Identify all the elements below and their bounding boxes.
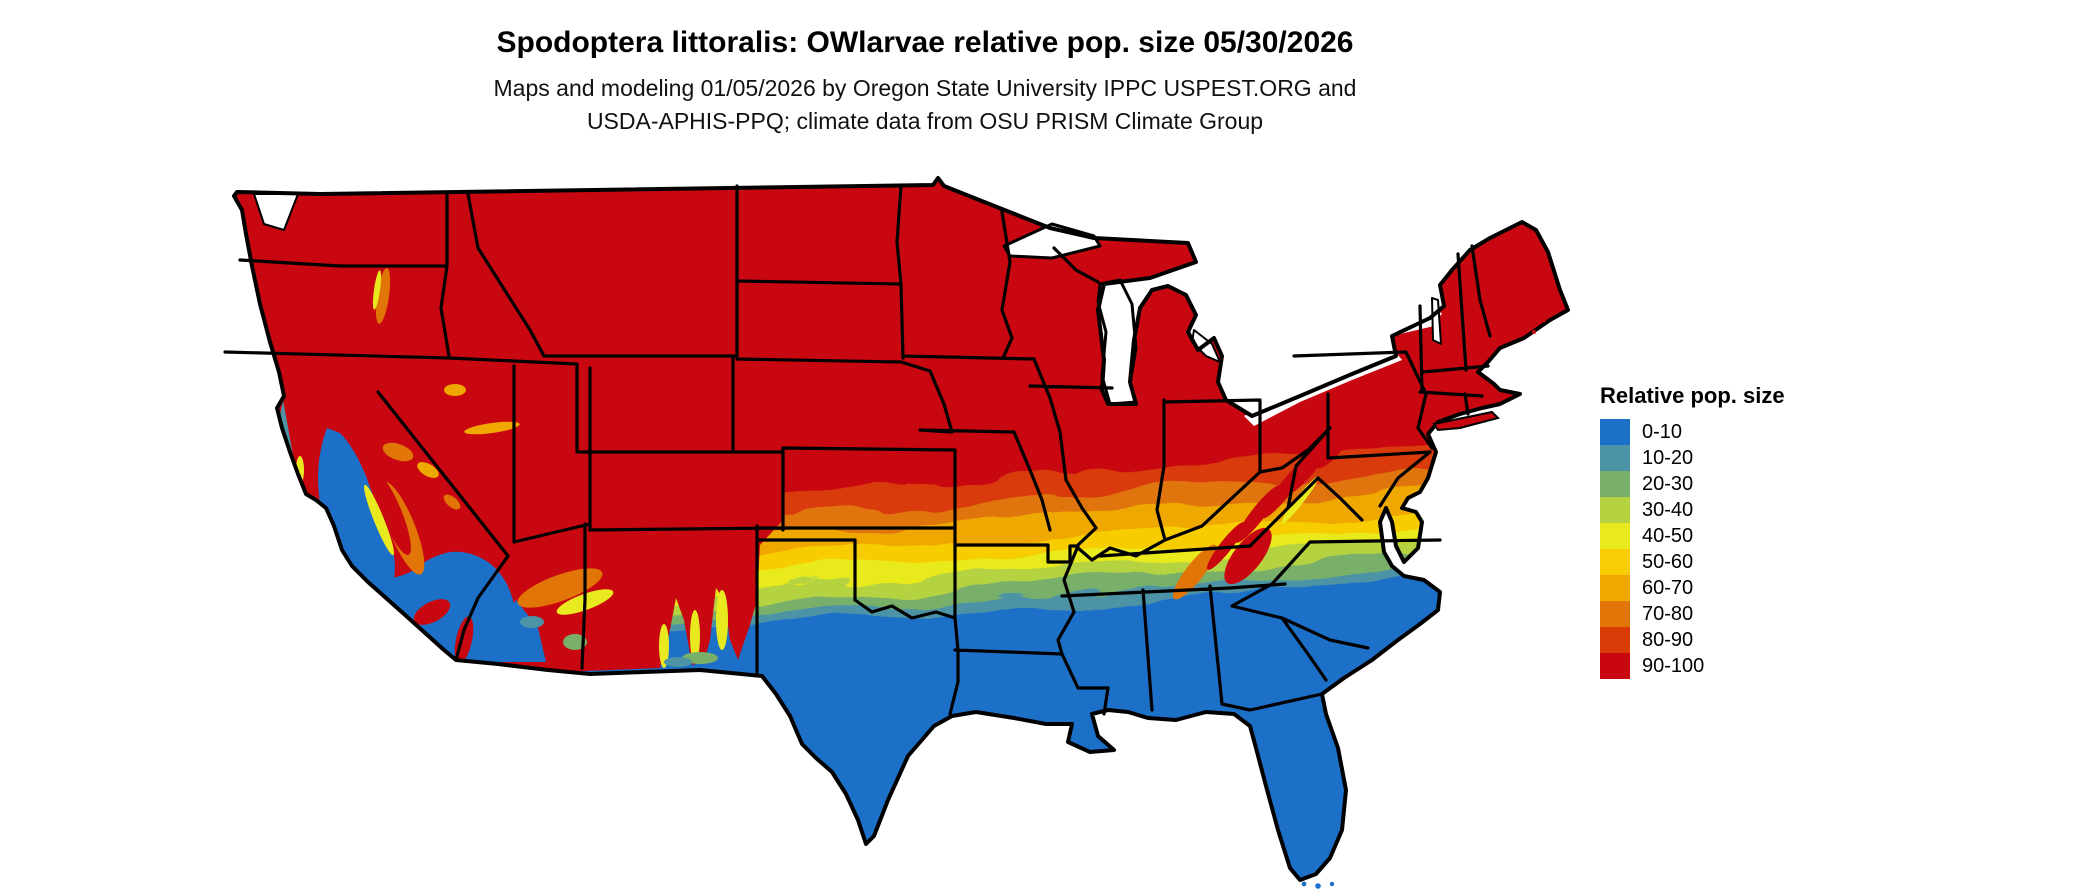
nevada-orange-spot-2 — [417, 462, 439, 478]
nevada-orange-spot-3 — [443, 494, 461, 510]
az-teal-spot — [520, 616, 544, 628]
legend-swatch-0-10 — [1600, 419, 1630, 445]
legend-row: 20-30 — [1600, 471, 1785, 497]
nm-yellow-fringe-1 — [716, 590, 728, 650]
legend-label: 80-90 — [1642, 628, 1694, 651]
florida-key-2 — [1315, 883, 1321, 889]
nm-teal-fringe — [664, 657, 692, 667]
subtitle-line-1: Maps and modeling 01/05/2026 by Oregon S… — [493, 75, 1357, 101]
maine-island-3 — [1552, 306, 1556, 310]
legend-label: 20-30 — [1642, 472, 1694, 495]
legend-label: 90-100 — [1642, 654, 1705, 677]
nm-yellow-fringe-2 — [690, 610, 700, 662]
legend-rows: 0-10 10-20 20-30 30-40 40-50 50-60 60-70 70-80 8… — [1600, 419, 1785, 679]
appalachian-ridges — [1172, 419, 1355, 600]
long-island — [1432, 410, 1500, 432]
legend-label: 50-60 — [1642, 550, 1694, 573]
blue-mtns-spot — [444, 384, 466, 396]
legend-swatch-30-40 — [1600, 497, 1630, 523]
legend-row: 90-100 — [1600, 653, 1785, 679]
transverse-range-red — [413, 599, 451, 625]
appalachian-orange-streak — [1172, 544, 1218, 600]
maine-island-1 — [1541, 317, 1547, 323]
cascades-yellow-streak — [372, 270, 382, 310]
page-subtitle: Maps and modeling 01/05/2026 by Oregon S… — [0, 72, 1850, 138]
islands — [1301, 306, 1556, 889]
legend-row: 30-40 — [1600, 497, 1785, 523]
legend-swatch-10-20 — [1600, 445, 1630, 471]
legend-row: 40-50 — [1600, 523, 1785, 549]
lake-champlain — [1431, 297, 1442, 345]
legend-swatch-40-50 — [1600, 523, 1630, 549]
snake-plain-streak — [464, 421, 520, 435]
lake-huron — [1198, 262, 1302, 390]
page-title: Spodoptera littoralis: OWlarvae relative… — [496, 26, 1354, 59]
legend-row: 80-90 — [1600, 627, 1785, 653]
mogollon-orange-arc — [517, 568, 603, 608]
legend-label: 10-20 — [1642, 446, 1694, 469]
florida-key-1 — [1301, 881, 1307, 887]
nevada-orange-spot-1 — [382, 442, 414, 462]
subtitle-line-2: USDA-APHIS-PPQ; climate data from OSU PR… — [586, 108, 1264, 134]
legend-label: 0-10 — [1642, 420, 1683, 443]
florida-key-3 — [1329, 881, 1335, 887]
title-block: Spodoptera littoralis: OWlarvae relative… — [0, 0, 1850, 138]
legend-swatch-60-70 — [1600, 575, 1630, 601]
legend-row: 50-60 — [1600, 549, 1785, 575]
legend-row: 60-70 — [1600, 575, 1785, 601]
sierra-red-ridge — [373, 473, 411, 555]
lake-ontario — [1344, 310, 1442, 350]
maine-island-2 — [1532, 330, 1536, 334]
legend-swatch-70-80 — [1600, 601, 1630, 627]
us-outline — [232, 176, 1570, 882]
ridge-red-5 — [1313, 419, 1355, 469]
az-green-spot — [563, 634, 587, 650]
legend-swatch-20-30 — [1600, 471, 1630, 497]
legend-label: 40-50 — [1642, 524, 1694, 547]
legend-label: 30-40 — [1642, 498, 1694, 521]
cascades-orange-streak — [375, 268, 391, 324]
legend-label: 60-70 — [1642, 576, 1694, 599]
sierra-yellow-fringe — [364, 484, 394, 556]
smokies-red-blob — [1224, 527, 1272, 585]
state-borders — [223, 184, 1492, 716]
nm-yellow-fringe-3 — [659, 624, 669, 668]
legend-swatch-80-90 — [1600, 627, 1630, 653]
legend-row: 10-20 — [1600, 445, 1785, 471]
legend-swatch-50-60 — [1600, 549, 1630, 575]
map-legend: Relative pop. size 0-10 10-20 20-30 30-40 40… — [1600, 383, 1785, 679]
legend-swatch-90-100 — [1600, 653, 1630, 679]
legend-row: 0-10 — [1600, 419, 1785, 445]
legend-title: Relative pop. size — [1600, 383, 1785, 408]
legend-row: 70-80 — [1600, 601, 1785, 627]
legend-label: 70-80 — [1642, 602, 1694, 625]
